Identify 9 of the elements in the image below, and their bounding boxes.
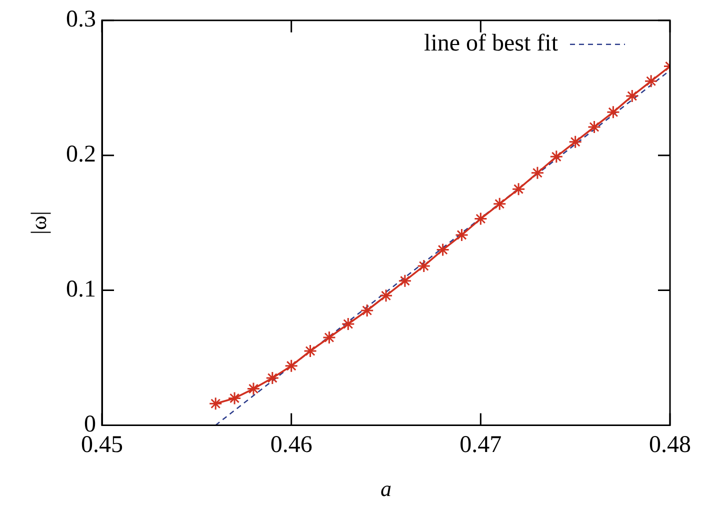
y-tick-label: 0.2 — [66, 142, 96, 168]
y-tick-label: 0.3 — [66, 6, 96, 33]
x-axis-title: a — [380, 476, 392, 501]
y-tick-label: 0.1 — [66, 276, 96, 303]
x-tick-label: 0.48 — [649, 432, 691, 458]
x-tick-label: 0.46 — [270, 432, 312, 458]
x-tick-label: 0.47 — [460, 432, 502, 458]
y-axis-title: |ω| — [26, 211, 51, 234]
legend-label: line of best fit — [424, 30, 558, 57]
